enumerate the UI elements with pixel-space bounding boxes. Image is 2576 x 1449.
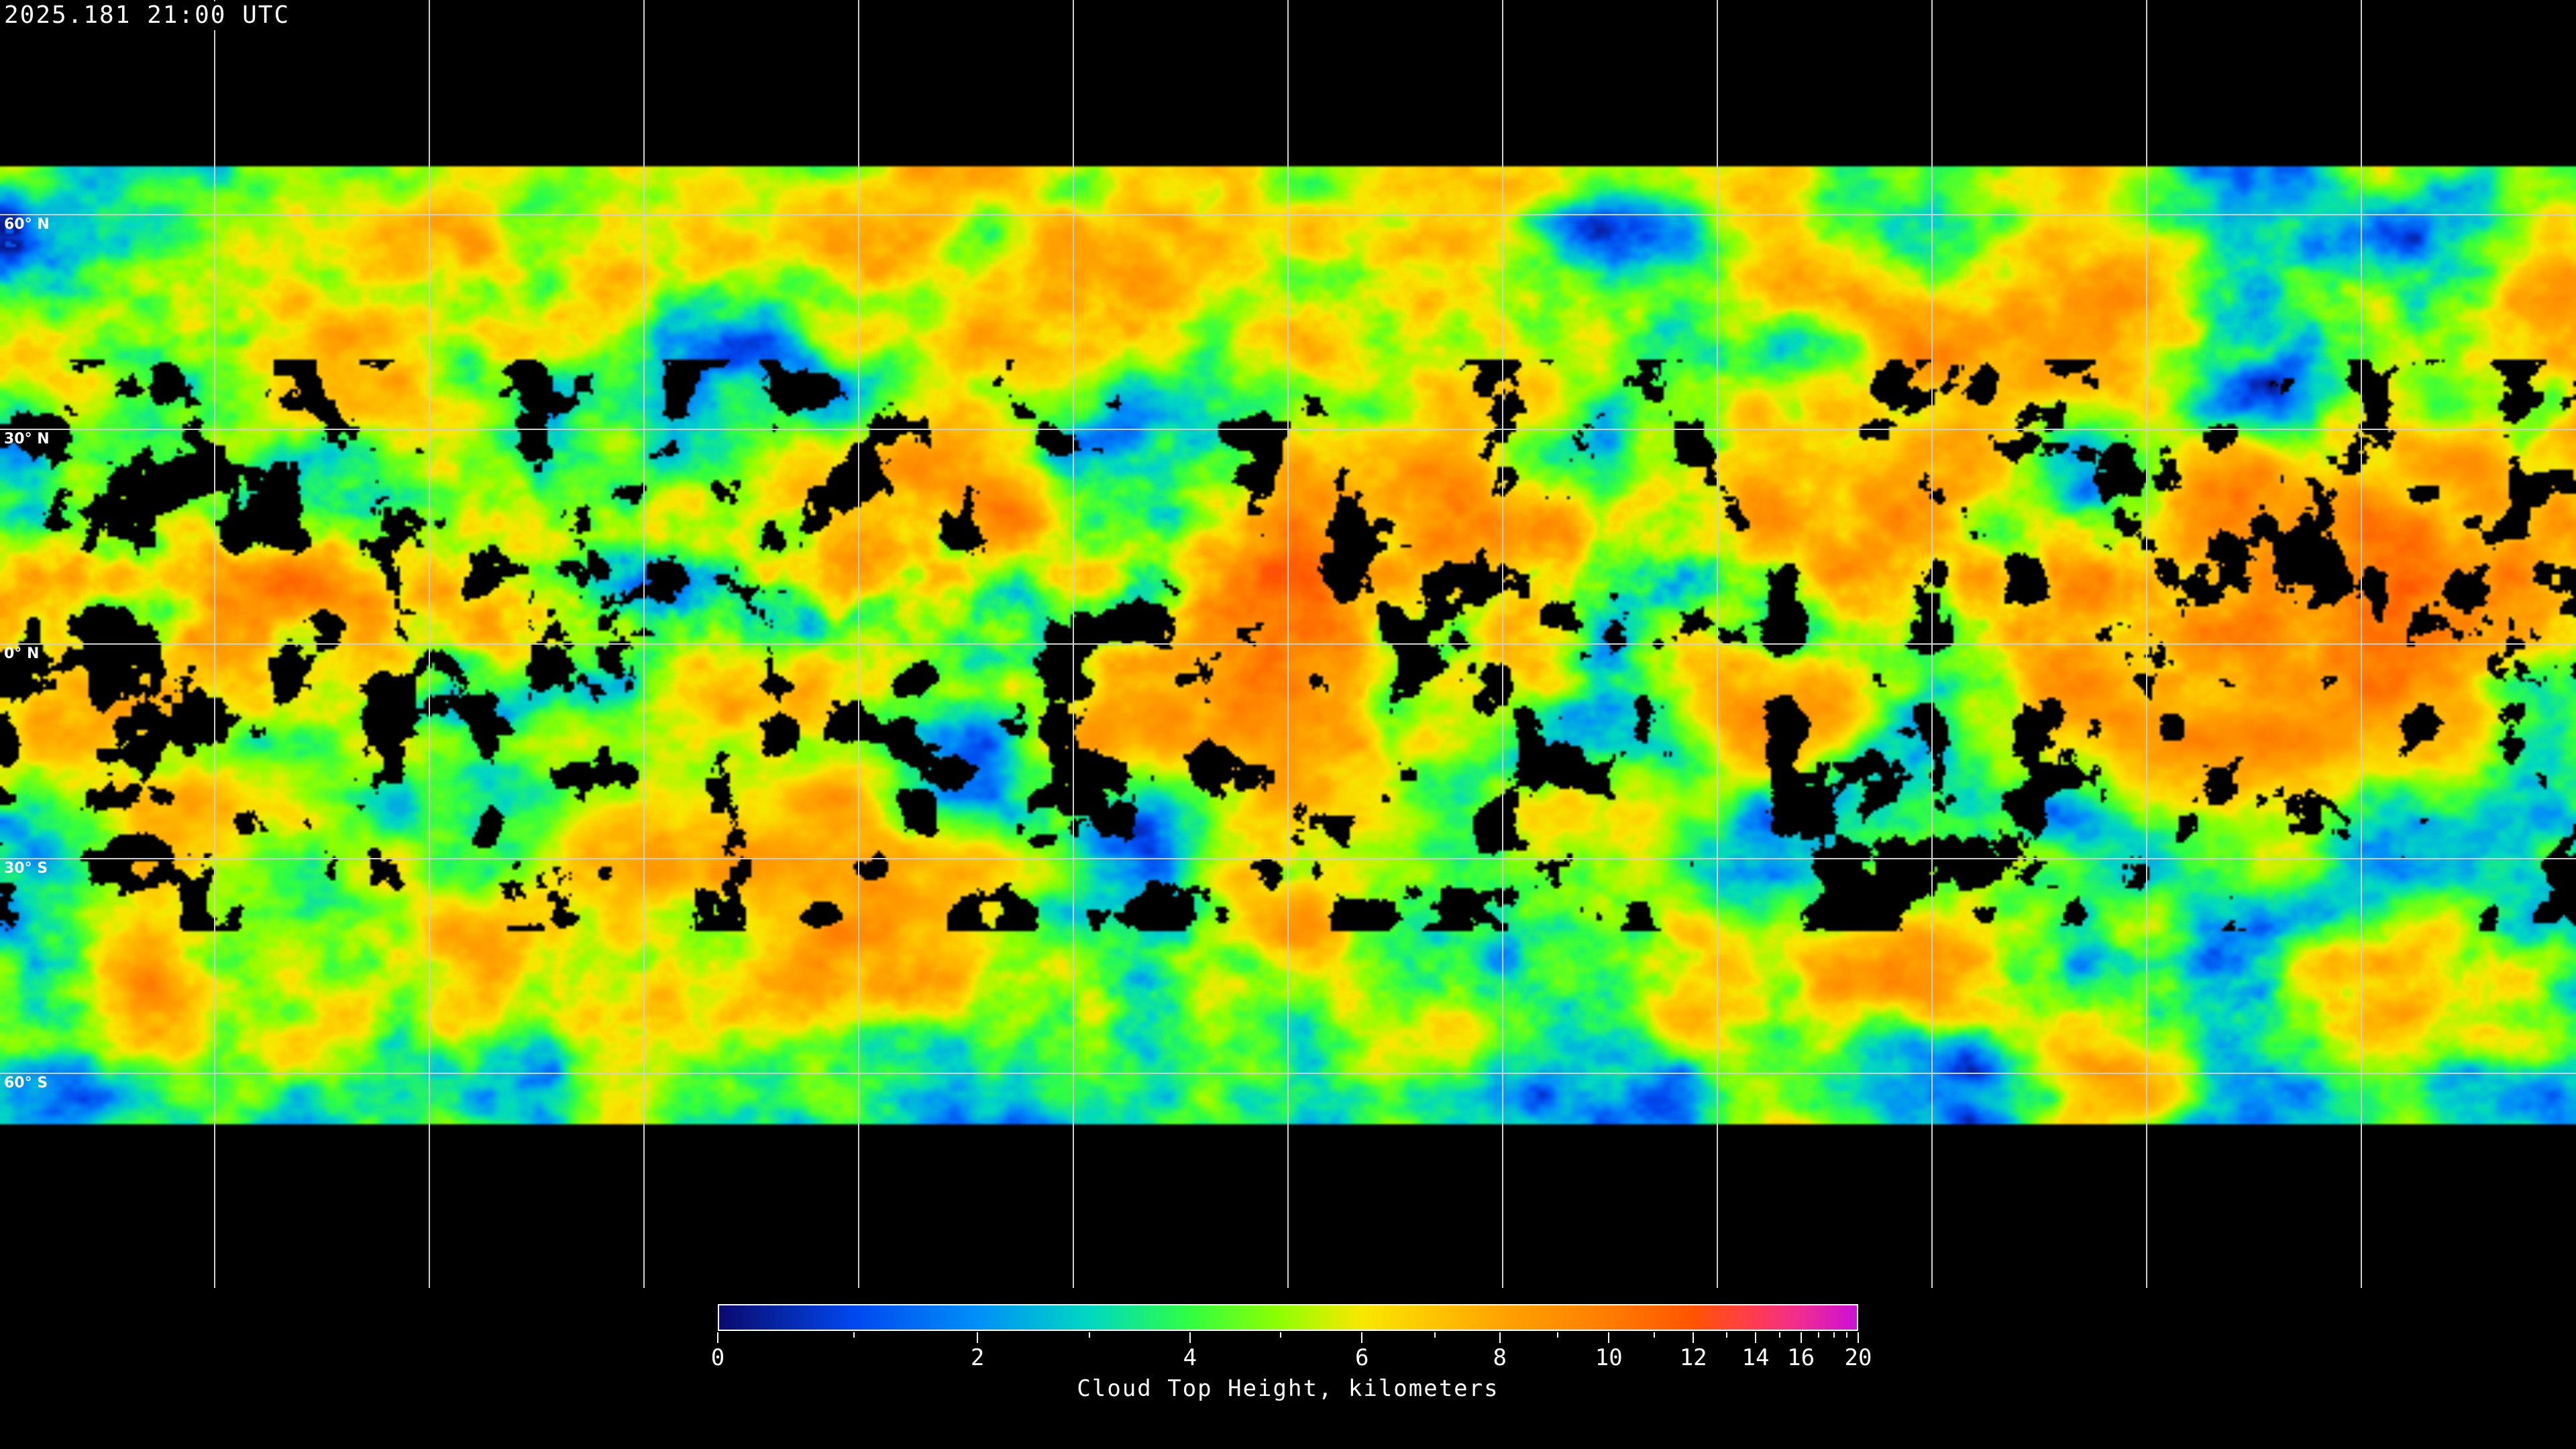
minor-tick: [1556, 1332, 1558, 1338]
lat-label-30s: 30° S: [4, 860, 48, 877]
minor-tick: [853, 1332, 855, 1338]
graticule: [0, 0, 2576, 1288]
tick-label: 4: [1183, 1344, 1197, 1371]
minor-tick: [1088, 1332, 1090, 1338]
major-tick: [1800, 1332, 1802, 1343]
tick-label: 20: [1844, 1344, 1872, 1371]
minor-tick: [1846, 1332, 1848, 1338]
tick-label: 0: [710, 1344, 725, 1371]
colorbar: [718, 1304, 1858, 1331]
tick-label: 12: [1679, 1344, 1707, 1371]
colorbar-ticks: 0 2 4 6 8 10 12 14 16 20: [711, 1332, 1872, 1386]
minor-tick: [1833, 1332, 1835, 1338]
minor-tick: [1818, 1332, 1820, 1338]
major-tick: [1608, 1332, 1610, 1343]
tick-label: 10: [1595, 1344, 1623, 1371]
major-tick: [1189, 1332, 1191, 1343]
minor-tick: [1653, 1332, 1655, 1338]
cloud-top-height-map: [0, 0, 2576, 1288]
major-tick: [1361, 1332, 1363, 1343]
minor-tick: [1726, 1332, 1728, 1338]
colorbar-label: Cloud Top Height, kilometers: [1077, 1375, 1499, 1402]
major-tick: [1499, 1332, 1501, 1343]
tick-label: 6: [1355, 1344, 1369, 1371]
major-tick: [717, 1332, 718, 1343]
tick-label: 8: [1493, 1344, 1507, 1371]
minor-tick: [1779, 1332, 1781, 1338]
major-tick: [977, 1332, 979, 1343]
tick-label: 14: [1741, 1344, 1770, 1371]
minor-tick: [1280, 1332, 1282, 1338]
lat-label-30n: 30° N: [4, 431, 50, 447]
major-tick: [1693, 1332, 1695, 1343]
major-tick: [1858, 1332, 1859, 1343]
lat-label-0n: 0° N: [4, 645, 40, 662]
lat-label-60s: 60° S: [4, 1075, 48, 1091]
major-tick: [1754, 1332, 1756, 1343]
lat-label-60n: 60° N: [4, 216, 50, 233]
minor-tick: [1434, 1332, 1436, 1338]
timestamp-title: 2025.181 21:00 UTC: [4, 1, 294, 30]
tick-label: 16: [1787, 1344, 1815, 1371]
tick-label: 2: [970, 1344, 985, 1371]
